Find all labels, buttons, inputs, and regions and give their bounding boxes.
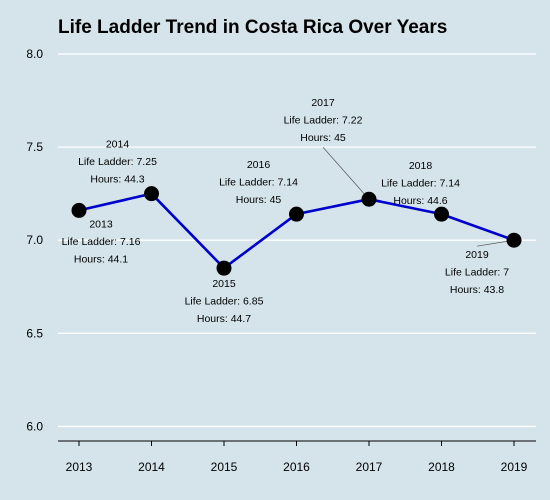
- annotation-leader: [322, 147, 370, 200]
- y-tick-label: 6.5: [26, 326, 43, 340]
- annotation-text: Hours: 44.3: [90, 174, 144, 186]
- data-annotations: 2013 Life Ladder: 7.16 Hours: 44.1 2014 Life…: [62, 97, 510, 325]
- annotation-text: 2019: [465, 249, 489, 261]
- x-tick-label: 2014: [138, 460, 165, 474]
- x-tick-label: 2018: [428, 460, 455, 474]
- annotation-text: Hours: 44.1: [74, 253, 128, 265]
- x-tick-label: 2013: [66, 460, 93, 474]
- annotation-text: Hours: 43.8: [450, 284, 504, 296]
- annotation-text: Hours: 45: [236, 194, 282, 206]
- x-tick-label: 2019: [501, 460, 528, 474]
- data-point-2018: [434, 206, 449, 222]
- gridlines: [58, 53, 536, 428]
- y-tick-label: 7.0: [26, 233, 43, 247]
- y-tick-label: 7.5: [26, 140, 43, 154]
- y-tick-label: 6.0: [26, 419, 43, 433]
- annotation-text: 2018: [409, 160, 433, 172]
- x-tick-label: 2016: [283, 460, 310, 474]
- data-point-2019: [506, 232, 522, 248]
- data-point-2017: [361, 191, 377, 207]
- data-series: [78, 192, 515, 270]
- annotation-text: 2015: [212, 278, 236, 290]
- series-line: [78, 192, 515, 270]
- annotation-text: 2016: [247, 159, 271, 171]
- annotation-text: Hours: 45: [300, 132, 346, 144]
- annotation-text: 2014: [106, 139, 130, 151]
- annotation-text: Life Ladder: 7.25: [78, 156, 157, 168]
- annotation-text: Hours: 44.6: [393, 195, 447, 207]
- y-tick-label: 8.0: [26, 47, 43, 61]
- annotation-text: Hours: 44.7: [197, 313, 251, 325]
- data-point-2016: [289, 206, 304, 222]
- data-point-2015: [216, 260, 232, 276]
- x-tick-label: 2015: [211, 460, 238, 474]
- chart-title: Life Ladder Trend in Costa Rica Over Yea…: [58, 17, 447, 38]
- x-tick-label: 2017: [356, 460, 383, 474]
- annotation-text: Life Ladder: 7.16: [62, 236, 141, 248]
- data-points: [71, 186, 522, 276]
- annotation-text: Life Ladder: 7.22: [284, 115, 363, 127]
- annotation-text: Life Ladder: 7.14: [381, 178, 460, 190]
- annotation-text: 2017: [311, 97, 335, 109]
- annotation-text: 2013: [89, 218, 113, 230]
- data-point-2014: [144, 186, 159, 202]
- annotation-text: Life Ladder: 7: [445, 267, 509, 279]
- annotation-text: Life Ladder: 7.14: [219, 177, 298, 189]
- annotation-text: Life Ladder: 6.85: [185, 296, 264, 308]
- data-point-2013: [71, 202, 87, 218]
